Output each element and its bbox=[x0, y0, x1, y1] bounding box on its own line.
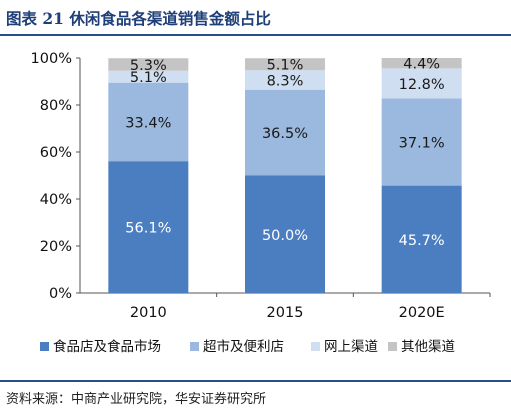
data-label: 33.4% bbox=[125, 115, 171, 131]
chart-data-labels: 56.1%33.4%5.1%5.3%50.0%36.5%8.3%5.1%45.7… bbox=[125, 57, 444, 249]
page-title: 图表 21 休闲食品各渠道销售金额占比 bbox=[6, 9, 271, 28]
legend-label: 其他渠道 bbox=[401, 339, 455, 355]
data-label: 5.3% bbox=[130, 58, 167, 74]
x-tick-label: 2015 bbox=[267, 305, 304, 321]
data-label: 5.1% bbox=[267, 58, 304, 74]
y-tick-label: 40% bbox=[40, 192, 72, 208]
data-label: 50.0% bbox=[262, 228, 308, 244]
bar-segment bbox=[245, 70, 325, 90]
y-tick-label: 80% bbox=[40, 98, 72, 114]
legend-swatch bbox=[40, 342, 49, 351]
legend-swatch bbox=[190, 342, 199, 351]
data-label: 45.7% bbox=[399, 233, 445, 249]
data-label: 37.1% bbox=[399, 136, 445, 152]
bar-segment bbox=[245, 175, 325, 293]
y-tick-label: 60% bbox=[40, 145, 72, 161]
chart-bars bbox=[108, 58, 462, 293]
bar-segment bbox=[108, 70, 189, 83]
x-tick-label: 2020E bbox=[399, 305, 445, 321]
data-label: 12.8% bbox=[399, 77, 445, 93]
source-note: 资料来源：中商产业研究院，华安证券研究所 bbox=[6, 392, 267, 407]
legend-label: 超市及便利店 bbox=[203, 338, 284, 355]
bar-segment bbox=[245, 89, 325, 176]
bar-segment bbox=[381, 58, 462, 69]
bar-segment bbox=[381, 68, 462, 99]
bar-segment bbox=[245, 58, 325, 71]
bar-segment bbox=[381, 185, 462, 293]
legend-label: 网上渠道 bbox=[324, 339, 378, 355]
legend-swatch bbox=[388, 342, 397, 351]
data-label: 8.3% bbox=[267, 73, 304, 89]
bar-segment bbox=[108, 58, 189, 71]
x-tick-label: 2010 bbox=[130, 305, 167, 321]
title-rule bbox=[0, 34, 511, 36]
bar-segment bbox=[108, 161, 189, 293]
y-tick-label: 20% bbox=[40, 239, 72, 255]
source-rule bbox=[0, 380, 511, 382]
data-label: 5.1% bbox=[130, 70, 167, 86]
y-tick-label: 100% bbox=[31, 51, 72, 67]
data-label: 36.5% bbox=[262, 126, 308, 142]
y-tick-label: 0% bbox=[49, 286, 72, 302]
bar-segment bbox=[381, 98, 462, 186]
data-label: 4.4% bbox=[403, 57, 440, 73]
legend-label: 食品店及食品市场 bbox=[53, 338, 161, 355]
chart-axes: 0% 20% 40% 60% 80% 100% 2010 2015 2020E bbox=[31, 51, 491, 321]
chart-legend: 食品店及食品市场 超市及便利店 网上渠道 其他渠道 bbox=[40, 338, 455, 355]
data-label: 56.1% bbox=[125, 221, 171, 237]
bar-segment bbox=[108, 82, 189, 162]
legend-swatch bbox=[311, 342, 320, 351]
